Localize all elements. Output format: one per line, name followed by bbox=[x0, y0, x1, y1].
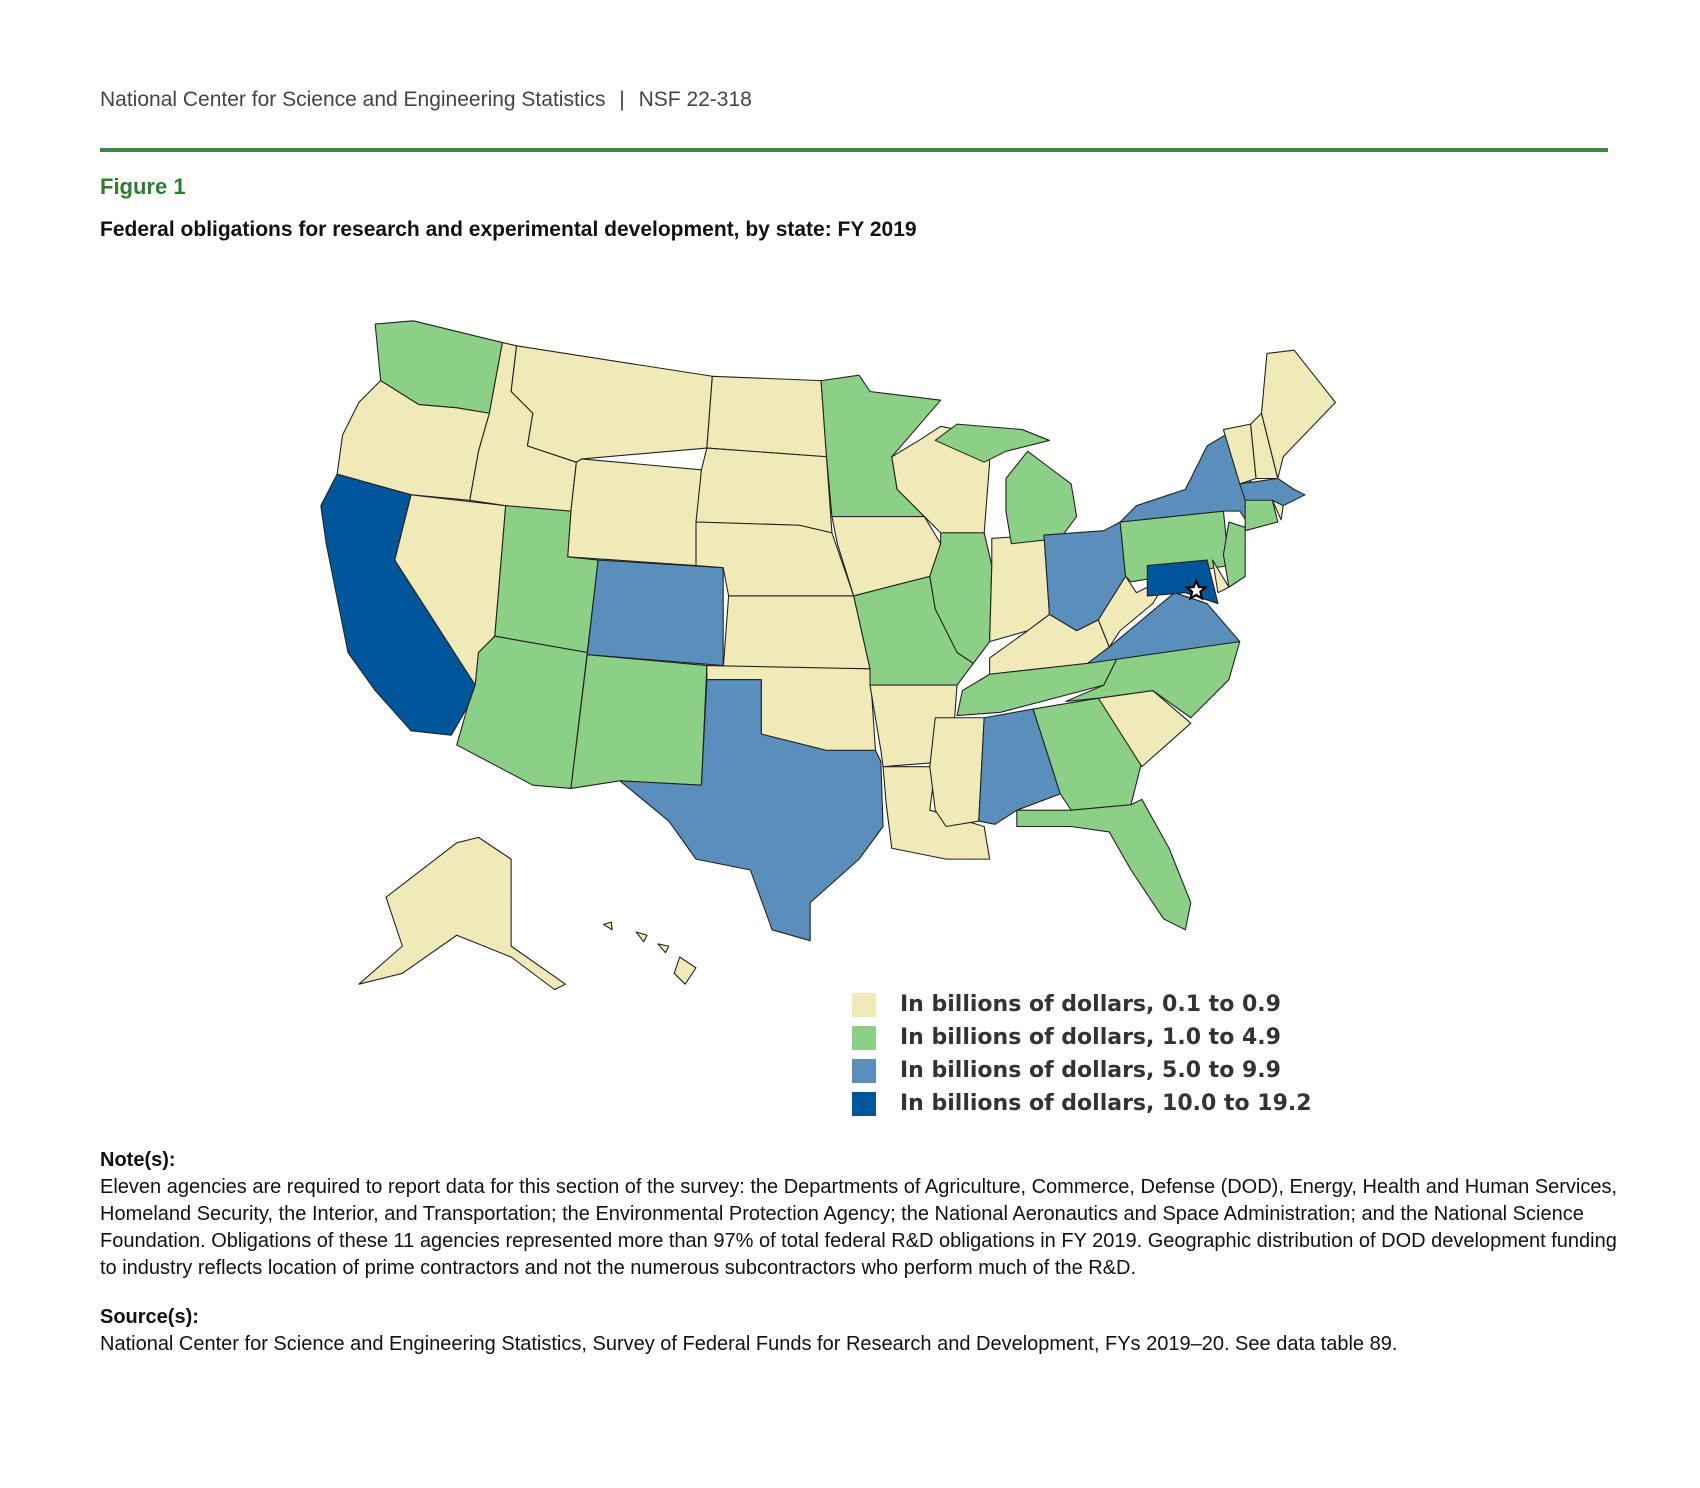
dc-star-icon bbox=[1184, 577, 1209, 601]
figure-title: Federal obligations for research and exp… bbox=[100, 218, 917, 241]
legend-label: In billions of dollars, 5.0 to 9.9 bbox=[900, 1058, 1281, 1083]
header-separator: | bbox=[619, 88, 625, 111]
legend-label: In billions of dollars, 10.0 to 19.2 bbox=[900, 1091, 1312, 1116]
state-de bbox=[1212, 559, 1230, 594]
notes-text: Eleven agencies are required to report d… bbox=[100, 1176, 1618, 1279]
state-ri bbox=[1271, 499, 1284, 521]
legend-swatch bbox=[852, 1025, 876, 1050]
legend-swatch bbox=[852, 992, 876, 1017]
state-ak bbox=[358, 836, 567, 991]
state-hi bbox=[603, 921, 613, 931]
state-ms bbox=[929, 717, 985, 828]
state-hi bbox=[673, 956, 697, 985]
state-il bbox=[929, 532, 993, 664]
state-wy bbox=[567, 458, 702, 567]
notes-heading: Note(s): bbox=[100, 1149, 176, 1171]
state-co bbox=[586, 559, 724, 667]
report-number: NSF 22-318 bbox=[638, 88, 752, 111]
legend-item: In billions of dollars, 1.0 to 4.9 bbox=[852, 1021, 1312, 1054]
state-ct bbox=[1244, 499, 1279, 532]
legend-label: In billions of dollars, 0.1 to 0.9 bbox=[900, 992, 1281, 1017]
source-heading: Source(s): bbox=[100, 1306, 199, 1328]
legend-item: In billions of dollars, 10.0 to 19.2 bbox=[852, 1087, 1312, 1120]
state-ks bbox=[722, 595, 871, 670]
state-mt bbox=[510, 345, 713, 463]
org-name: National Center for Science and Engineer… bbox=[100, 88, 606, 111]
legend-item: In billions of dollars, 0.1 to 0.9 bbox=[852, 988, 1312, 1021]
legend-label: In billions of dollars, 1.0 to 4.9 bbox=[900, 1025, 1281, 1050]
state-me bbox=[1260, 349, 1336, 480]
state-hi bbox=[657, 943, 670, 954]
legend-item: In billions of dollars, 5.0 to 9.9 bbox=[852, 1054, 1312, 1087]
state-nm bbox=[570, 654, 708, 789]
state-mi bbox=[1005, 450, 1078, 545]
state-hi bbox=[635, 931, 648, 943]
legend-swatch bbox=[852, 1058, 876, 1083]
state-sd bbox=[695, 447, 833, 534]
state-fl bbox=[1016, 798, 1192, 931]
legend-swatch bbox=[852, 1091, 876, 1116]
state-tx bbox=[619, 679, 884, 942]
source-text: National Center for Science and Engineer… bbox=[100, 1333, 1398, 1355]
map-legend: In billions of dollars, 0.1 to 0.9 In bi… bbox=[852, 988, 1312, 1120]
header-divider bbox=[100, 148, 1608, 152]
state-nd bbox=[706, 375, 828, 458]
state-nj bbox=[1222, 521, 1246, 588]
report-header: National Center for Science and Engineer… bbox=[100, 88, 752, 112]
notes-section: Note(s): Eleven agencies are required to… bbox=[100, 1147, 1620, 1380]
state-mi bbox=[934, 423, 1050, 463]
figure-label: Figure 1 bbox=[100, 174, 186, 199]
